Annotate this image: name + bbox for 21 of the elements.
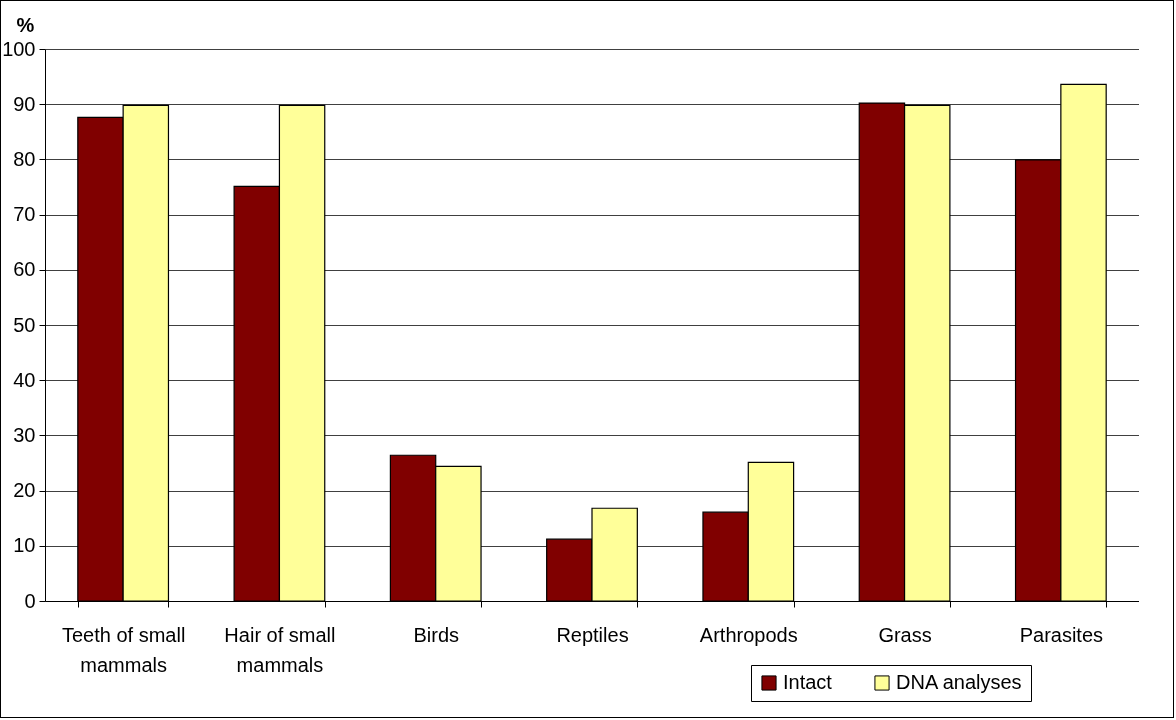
x-tick-label: Birds	[413, 623, 459, 646]
x-tick-label: Reptiles	[556, 623, 629, 646]
y-tick-label: 10	[13, 534, 36, 557]
y-tick-label: 40	[13, 368, 36, 391]
y-tick-label: 100	[2, 37, 36, 60]
y-tick-label: 60	[13, 258, 36, 281]
y-axis-title: %	[16, 13, 35, 36]
x-tick-label: Teeth of small mammals	[61, 623, 186, 676]
x-tick-label: Arthropods	[699, 623, 798, 646]
y-tick-label: 20	[13, 479, 36, 502]
x-tick-label: Hair of small mammals	[224, 623, 336, 676]
y-tick-label: 50	[13, 313, 36, 336]
x-tick-label: Grass	[878, 623, 932, 646]
y-tick-label: 30	[13, 423, 36, 446]
x-tick-label: Parasites	[1019, 623, 1104, 646]
y-tick-label: 0	[24, 589, 36, 612]
y-tick-label: 90	[13, 92, 36, 115]
y-tick-label: 80	[13, 147, 36, 170]
legend-label: DNA analyses	[896, 671, 1022, 693]
y-tick-label: 70	[13, 203, 36, 226]
legend-label: Intact	[783, 671, 833, 693]
